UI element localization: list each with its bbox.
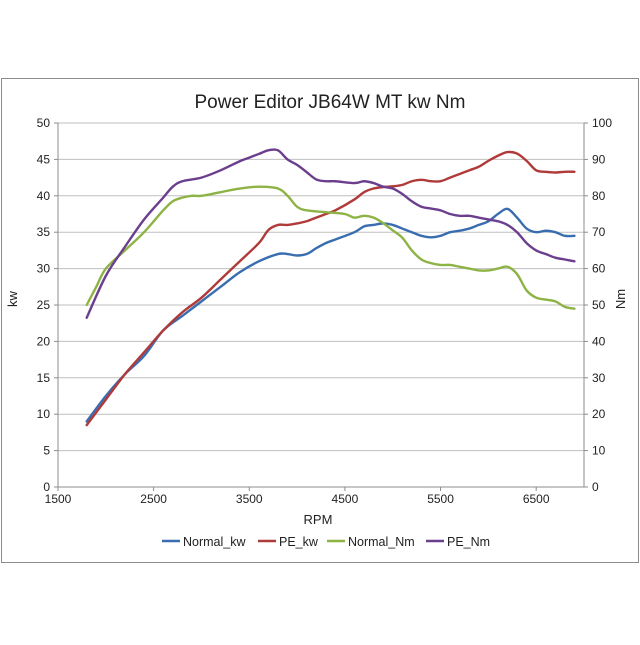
axes (54, 122, 588, 491)
y-right-tick-label-70: 70 (592, 225, 606, 239)
x-axis-label: RPM (304, 512, 333, 527)
y-right-tick-label-30: 30 (592, 371, 606, 385)
y-right-tick-label-10: 10 (592, 444, 606, 458)
legend-item-pe-kw: PE_kw (258, 535, 319, 549)
y-left-tick-label-5: 5 (43, 444, 50, 458)
legend-label-pe-kw: PE_kw (279, 535, 319, 549)
chart-area-border (1, 78, 639, 563)
x-tick-label-1500: 1500 (45, 492, 72, 506)
y-left-tick-label-45: 45 (37, 152, 51, 166)
legend-item-pe-nm: PE_Nm (426, 535, 490, 549)
y-axis-right-label: Nm (613, 289, 628, 309)
legend-label-normal-kw: Normal_kw (183, 535, 246, 549)
y-axis-left-label: kw (5, 290, 20, 307)
legend: Normal_kw PE_kw Normal_Nm PE_Nm (162, 535, 490, 549)
y-right-tick-label-20: 20 (592, 407, 606, 421)
legend-label-normal-nm: Normal_Nm (348, 535, 415, 549)
y-left-tick-label-40: 40 (37, 189, 51, 203)
series-line-pe-nm (85, 148, 576, 319)
y-right-tick-label-90: 90 (592, 152, 606, 166)
x-tick-label-3500: 3500 (236, 492, 263, 506)
y-left-tick-label-35: 35 (37, 225, 51, 239)
y-right-tick-label-0: 0 (592, 480, 599, 494)
legend-item-normal-nm: Normal_Nm (327, 535, 415, 549)
y-left-tick-label-25: 25 (37, 298, 51, 312)
y-right-tick-label-100: 100 (592, 116, 612, 130)
y-left-tick-label-50: 50 (37, 116, 51, 130)
x-tick-label-4500: 4500 (332, 492, 359, 506)
x-tick-label-2500: 2500 (140, 492, 167, 506)
tick-labels: 0 5 10 15 20 25 30 35 40 45 50 0 10 20 30 40 50 60 70 80 90 1… (37, 116, 613, 506)
y-left-tick-label-10: 10 (37, 407, 51, 421)
y-left-tick-label-30: 30 (37, 262, 51, 276)
x-tick-label-6500: 6500 (523, 492, 550, 506)
y-right-tick-label-50: 50 (592, 298, 606, 312)
y-right-tick-label-40: 40 (592, 334, 606, 348)
y-right-tick-label-80: 80 (592, 189, 606, 203)
y-left-tick-label-0: 0 (43, 480, 50, 494)
series-line-pe-kw (85, 150, 576, 427)
series-line-normal-nm (85, 185, 576, 310)
chart-title: Power Editor JB64W MT kw Nm (195, 92, 466, 113)
legend-item-normal-kw: Normal_kw (162, 535, 246, 549)
y-left-tick-label-15: 15 (37, 371, 51, 385)
y-right-tick-label-60: 60 (592, 262, 606, 276)
y-left-tick-label-20: 20 (37, 334, 51, 348)
series-lines (85, 148, 576, 427)
legend-label-pe-nm: PE_Nm (447, 535, 490, 549)
x-tick-label-5500: 5500 (427, 492, 454, 506)
